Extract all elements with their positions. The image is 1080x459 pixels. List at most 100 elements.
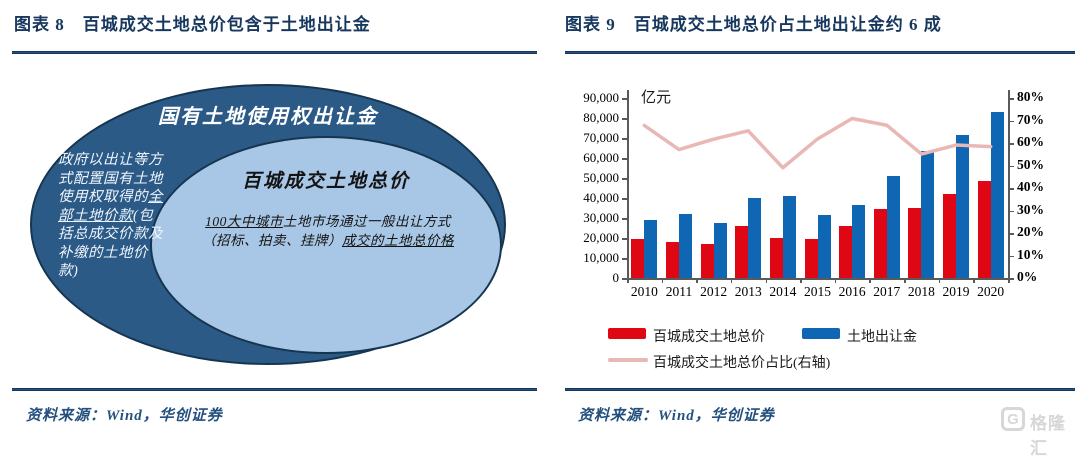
bar-blue-2017	[886, 176, 900, 278]
x-axis-label: 2011	[665, 284, 693, 299]
y-axis-tick-label: 60,000	[583, 150, 619, 165]
x-axis-tick	[661, 278, 664, 283]
legend-label: 百城成交土地总价	[653, 330, 765, 345]
right-axis-tick-label: 0%	[1017, 269, 1038, 284]
right-axis-tick-label: 80%	[1017, 89, 1044, 104]
bar-blue-2012	[713, 223, 727, 278]
right-axis-tick-label: 10%	[1017, 246, 1044, 262]
outer-note-text: 政府以出让等方式配置国有土地使用权取得的	[58, 152, 163, 205]
right-axis-tick-label: 50%	[1017, 156, 1044, 172]
x-axis-label: 2020	[977, 284, 1005, 299]
right-axis-tick	[1008, 188, 1014, 190]
right-top-rule	[565, 51, 1075, 54]
gelonghui-logo-text: 格隆汇	[1030, 414, 1066, 458]
y-axis-tick-label: 40,000	[583, 190, 619, 205]
y-axis-tick-label: 70,000	[583, 130, 619, 145]
bar-blue-2014	[782, 195, 796, 278]
bar-red-2018	[908, 208, 922, 278]
gelonghui-watermark: G 格隆汇	[1001, 405, 1079, 458]
x-axis-tick	[627, 278, 629, 283]
bar-blue-2011	[678, 214, 692, 278]
right-figure-number: 图表 9	[565, 15, 616, 34]
bar-blue-2016	[852, 205, 866, 278]
outer-ellipse-title: 国有土地使用权出让金	[158, 106, 378, 128]
x-axis-label: 2019	[942, 284, 970, 299]
right-axis-tick-label: 40%	[1017, 179, 1044, 194]
left-source-note: 资料来源：Wind，华创证券	[26, 408, 223, 424]
y-axis-tick	[622, 278, 627, 280]
dual-axis-bar-line-chart: 亿元 0 10,000 20,000 30,000 40,000 50,000 60,000…	[565, 60, 1080, 390]
legend-swatch-bar	[608, 328, 646, 339]
inner-ellipse-100-city-land-value	[150, 136, 502, 354]
legend-label: 土地出让金	[847, 330, 917, 345]
right-axis-tick	[1008, 165, 1014, 167]
bar-red-2015	[804, 239, 818, 278]
y-axis-tick	[622, 158, 627, 160]
y-axis-tick-label: 10,000	[583, 250, 619, 265]
bar-blue-2013	[748, 198, 762, 278]
bar-red-2019	[943, 193, 957, 278]
y-axis-tick-label: 80,000	[583, 110, 619, 125]
x-axis-label: 2018	[907, 284, 935, 299]
inner-ellipse-title: 百城成交土地总价	[241, 171, 410, 192]
bar-blue-2010	[644, 220, 658, 278]
legend-swatch-bar	[802, 328, 840, 339]
right-bottom-rule	[565, 388, 1075, 391]
y-axis-tick	[622, 258, 627, 260]
bar-red-2012	[700, 244, 714, 278]
x-axis-tick	[869, 278, 871, 283]
left-figure-caption: 图表 8 百城成交土地总价包含于土地出让金	[14, 10, 371, 35]
outer-note-underlined: 全部土地价款	[58, 189, 163, 224]
y-axis-left-line	[627, 90, 629, 278]
y-axis-right-line	[1008, 90, 1010, 278]
right-figure-title: 百城成交土地总价占土地出让金约 6 成	[633, 15, 942, 34]
right-axis-tick	[1008, 233, 1014, 235]
inner-body-underlined-1: 100大中城市	[205, 214, 283, 229]
y-axis-tick	[622, 198, 627, 200]
inner-body-underlined-2: 成交的土地总价格	[342, 233, 454, 248]
left-figure-number: 图表 8	[14, 15, 65, 34]
x-axis-label: 2015	[804, 284, 831, 299]
x-axis-tick	[730, 278, 733, 283]
x-axis-tick	[904, 278, 906, 283]
y-axis-tick-label: 90,000	[583, 90, 619, 105]
y-axis-tick	[622, 138, 627, 140]
right-axis-tick	[1008, 98, 1014, 100]
right-figure-caption: 图表 9 百城成交土地总价占土地出让金约 6 成	[565, 10, 942, 35]
y-axis-tick	[622, 178, 627, 180]
bar-red-2020	[977, 181, 991, 278]
y-axis-tick-label: 20,000	[583, 230, 619, 245]
x-axis-tick	[973, 278, 975, 283]
bar-red-2010	[631, 238, 645, 278]
inner-body-text-2: （招标、拍卖、挂牌）	[202, 233, 342, 248]
x-axis-label: 2010	[630, 284, 658, 299]
x-axis-label: 2017	[873, 284, 901, 299]
bar-blue-2019	[956, 135, 970, 278]
gelonghui-logo-icon: G	[1001, 407, 1025, 431]
bar-red-2011	[665, 241, 679, 278]
y-axis-tick-label: 30,000	[583, 210, 619, 225]
right-axis-tick-label: 70%	[1017, 111, 1044, 127]
y-axis-tick	[622, 118, 627, 120]
y-axis-tick	[622, 218, 627, 220]
y-axis-tick-label: 0	[612, 270, 620, 285]
x-axis-tick	[938, 278, 941, 283]
y-axis-tick-label: 50,000	[583, 170, 619, 185]
x-axis-tick	[765, 278, 768, 283]
bar-blue-2015	[817, 215, 831, 278]
right-axis-tick	[1008, 210, 1014, 212]
right-axis-tick	[1008, 278, 1014, 280]
right-axis-tick-label: 30%	[1017, 201, 1044, 217]
right-axis-tick	[1008, 143, 1014, 145]
bar-blue-2020	[990, 112, 1004, 278]
x-axis-label: 2012	[700, 284, 728, 299]
left-bottom-rule	[12, 388, 537, 391]
right-axis-tick-label: 20%	[1017, 224, 1044, 239]
right-source-note: 资料来源：Wind，华创证券	[578, 408, 775, 424]
right-axis-tick-label: 60%	[1017, 134, 1044, 149]
y-axis-tick	[622, 98, 627, 100]
bar-red-2017	[873, 209, 887, 278]
x-axis-tick	[1008, 278, 1010, 283]
outer-ellipse-note: 政府以出让等方式配置国有土地使用权取得的全部土地价款(包括总成交价款及补缴的土地…	[58, 151, 164, 281]
x-axis-tick	[834, 278, 837, 283]
